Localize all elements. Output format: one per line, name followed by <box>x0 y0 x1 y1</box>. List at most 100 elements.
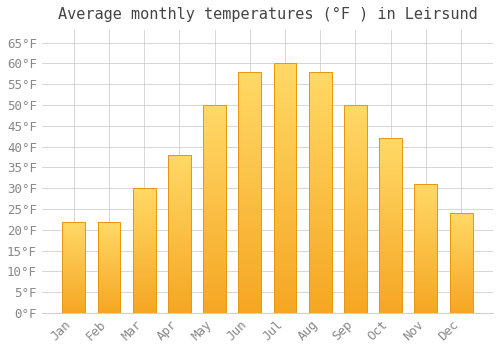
Bar <box>132 222 156 223</box>
Bar <box>379 247 402 248</box>
Bar <box>238 258 262 260</box>
Bar <box>450 270 472 271</box>
Bar <box>450 304 472 305</box>
Bar <box>344 128 367 130</box>
Bar <box>132 294 156 296</box>
Bar <box>203 222 226 224</box>
Bar <box>98 259 120 260</box>
Bar <box>203 169 226 172</box>
Bar <box>414 211 438 212</box>
Bar <box>168 310 191 312</box>
Bar <box>168 164 191 166</box>
Bar <box>450 286 472 287</box>
Bar <box>62 270 85 271</box>
Bar <box>309 77 332 79</box>
Bar <box>98 293 120 294</box>
Bar <box>203 157 226 159</box>
Bar <box>62 294 85 295</box>
Bar <box>168 210 191 212</box>
Bar <box>132 289 156 290</box>
Bar <box>98 263 120 264</box>
Bar <box>450 228 472 229</box>
Bar <box>62 240 85 241</box>
Bar <box>344 226 367 228</box>
Bar <box>168 204 191 205</box>
Bar <box>274 218 296 221</box>
Bar <box>132 274 156 276</box>
Bar <box>274 248 296 251</box>
Bar <box>132 267 156 268</box>
Bar <box>238 236 262 238</box>
Bar <box>168 220 191 221</box>
Bar <box>62 301 85 302</box>
Bar <box>168 271 191 272</box>
Bar <box>450 309 472 310</box>
Bar <box>62 230 85 231</box>
Bar <box>238 291 262 294</box>
Bar <box>309 306 332 308</box>
Bar <box>379 278 402 280</box>
Bar <box>344 213 367 215</box>
Bar <box>203 242 226 244</box>
Bar <box>309 132 332 134</box>
Bar <box>98 258 120 259</box>
Bar <box>379 164 402 166</box>
Bar <box>203 232 226 234</box>
Bar <box>309 108 332 110</box>
Bar <box>309 258 332 260</box>
Bar <box>132 254 156 256</box>
Bar <box>274 63 296 313</box>
Bar <box>238 79 262 81</box>
Bar <box>238 188 262 190</box>
Bar <box>414 285 438 286</box>
Bar <box>203 290 226 292</box>
Bar <box>132 243 156 244</box>
Bar <box>414 248 438 250</box>
Bar <box>309 120 332 122</box>
Bar <box>379 228 402 229</box>
Bar <box>450 261 472 262</box>
Bar <box>450 297 472 298</box>
Bar <box>62 279 85 280</box>
Bar <box>168 168 191 169</box>
Bar <box>168 274 191 275</box>
Bar <box>62 266 85 267</box>
Bar <box>132 293 156 294</box>
Bar <box>414 261 438 263</box>
Bar <box>132 302 156 303</box>
Bar <box>132 283 156 284</box>
Bar <box>168 217 191 218</box>
Bar <box>62 222 85 313</box>
Bar <box>344 251 367 253</box>
Bar <box>309 79 332 81</box>
Bar <box>238 306 262 308</box>
Bar <box>62 300 85 301</box>
Bar <box>344 274 367 276</box>
Bar <box>344 105 367 313</box>
Bar <box>168 198 191 199</box>
Bar <box>309 139 332 142</box>
Bar <box>450 248 472 249</box>
Bar <box>168 240 191 242</box>
Bar <box>203 167 226 169</box>
Bar <box>344 282 367 284</box>
Bar <box>132 306 156 307</box>
Bar <box>309 188 332 190</box>
Bar <box>238 238 262 241</box>
Bar <box>344 299 367 301</box>
Bar <box>414 192 438 193</box>
Bar <box>274 293 296 296</box>
Bar <box>274 128 296 131</box>
Bar <box>238 294 262 296</box>
Bar <box>132 297 156 298</box>
Bar <box>238 282 262 284</box>
Bar <box>344 201 367 203</box>
Bar <box>132 217 156 218</box>
Bar <box>62 253 85 254</box>
Bar <box>168 251 191 253</box>
Bar <box>309 299 332 301</box>
Bar <box>309 262 332 265</box>
Bar <box>344 195 367 197</box>
Bar <box>344 190 367 192</box>
Bar <box>414 273 438 274</box>
